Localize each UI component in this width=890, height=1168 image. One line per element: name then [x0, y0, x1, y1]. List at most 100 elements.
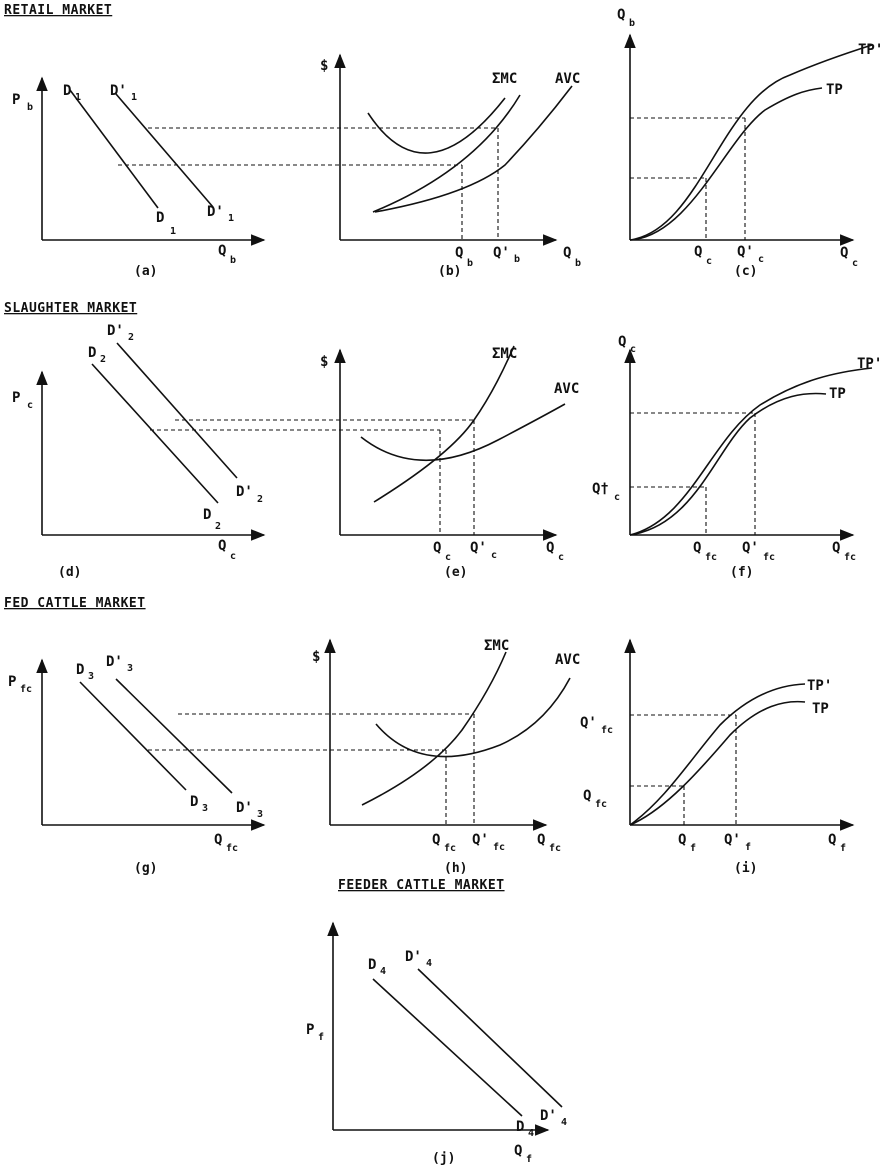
x-axis-label: Q [832, 540, 840, 556]
demand-prime-label-top: D' [405, 949, 422, 965]
panel-caption: (j) [432, 1151, 455, 1166]
q-label-initial: Q [678, 832, 686, 848]
demand-curve-d4 [372, 978, 523, 1117]
x-axis-label-sub: fc [549, 843, 561, 854]
q-fc-new-label: Q' [580, 715, 597, 731]
x-axis-label: Q [218, 243, 226, 259]
demand-label-top: D [76, 662, 84, 678]
x-axis-label: Q [828, 832, 836, 848]
demand-prime-label-bottom-sub: 3 [257, 809, 263, 820]
y-axis-label: $ [312, 649, 320, 665]
tp-prime-label: TP' [857, 356, 882, 372]
avc-curve [375, 677, 571, 758]
demand-prime-label-bottom: D' [540, 1108, 557, 1124]
panel-h: $ ΣMC AVC Q fc Q' fc Q fc (h) [312, 638, 580, 876]
avc-curve [367, 97, 506, 154]
marginal-cost-label: ΣMC [492, 346, 517, 362]
x-axis-label: Q [218, 538, 226, 554]
x-axis-label-sub: c [852, 258, 858, 269]
panel-f: Q c TP' TP Q† c Q fc Q' fc Q fc (f) [592, 334, 882, 580]
x-axis-label-sub: b [575, 258, 581, 269]
q-label-new: Q' [724, 832, 741, 848]
demand-prime-label-top-sub: 1 [131, 92, 137, 103]
avc-label: AVC [555, 71, 580, 87]
marginal-cost-curve [361, 651, 507, 806]
tp-label: TP [826, 82, 843, 98]
panel-b: $ ΣMC AVC Q b Q' b Q b (b) [320, 53, 581, 279]
demand-label-bottom-sub: 4 [528, 1128, 534, 1139]
x-axis-label: Q [840, 245, 848, 261]
q-label-new: Q' [472, 832, 489, 848]
demand-prime-label-bottom: D' [236, 800, 253, 816]
q-label-new-sub: c [758, 254, 764, 265]
q-label-new-sub: fc [763, 552, 775, 563]
panel-c: Q b TP' TP Q c Q' c Q c (c) [617, 7, 883, 279]
q-label-initial-sub: c [706, 256, 712, 267]
avc-label: AVC [554, 381, 579, 397]
panel-caption: (b) [438, 264, 461, 279]
demand-prime-label-top: D' [107, 323, 124, 339]
q-label-new-sub: f [745, 842, 751, 853]
demand-label-bottom: D [516, 1119, 524, 1135]
panel-d: P c D 2 D' 2 D 2 D' 2 Q c (d) [12, 323, 266, 580]
y-axis-label-sub: b [629, 18, 635, 29]
q-label-new: Q' [470, 540, 487, 556]
x-axis-label: Q [563, 245, 571, 261]
panel-g: P fc D 3 D' 3 D 3 D' 3 Q fc (g) [8, 654, 266, 876]
demand-prime-label-bottom-sub: 2 [257, 494, 263, 505]
demand-label-bottom: D [156, 210, 164, 226]
q-label-new: Q' [493, 245, 510, 261]
x-axis-label-sub: c [230, 551, 236, 562]
q-label-initial: Q [455, 245, 463, 261]
demand-prime-label-top: D' [110, 83, 127, 99]
q-dagger-label-sub: c [614, 492, 620, 503]
avc-label: AVC [555, 652, 580, 668]
panel-caption: (c) [734, 264, 757, 279]
tp-prime-curve [629, 44, 873, 241]
panel-j: P f D 4 D' 4 D 4 D' 4 Q f (j) [306, 921, 567, 1166]
demand-label-top-sub: 3 [88, 671, 94, 682]
section-title-slaughter: SLAUGHTER MARKET [4, 301, 137, 316]
q-label-initial: Q [693, 540, 701, 556]
section-title-fed-cattle: FED CATTLE MARKET [4, 596, 146, 611]
tp-curve [629, 392, 827, 536]
panel-i: TP' TP Q' fc Q fc Q f Q' f Q f (i) [580, 638, 855, 876]
q-dagger-label: Q† [592, 481, 609, 497]
marginal-cost-label: ΣMC [492, 71, 517, 87]
q-fc-initial-label: Q [583, 788, 591, 804]
panel-caption: (g) [134, 861, 157, 876]
y-axis-label-sub: c [27, 400, 33, 411]
y-axis-label: P [12, 92, 20, 108]
panel-e: $ ΣMC AVC Q c Q' c Q c (e) [320, 345, 579, 580]
demand-curve-d4-prime [417, 968, 563, 1108]
panel-caption: (a) [134, 264, 157, 279]
q-label-initial-sub: b [467, 258, 473, 269]
tp-curve [629, 700, 806, 826]
demand-curve-d1-prime [115, 93, 214, 208]
tp-prime-curve [629, 683, 806, 826]
x-axis-label-sub: c [558, 552, 564, 563]
demand-label-top: D [63, 83, 71, 99]
q-label-new: Q' [737, 244, 754, 260]
q-label-initial: Q [694, 244, 702, 260]
demand-curve-d2 [91, 363, 219, 504]
tp-prime-label: TP' [807, 678, 832, 694]
demand-label-bottom: D [203, 507, 211, 523]
avc-curve-extension [374, 85, 573, 213]
demand-curve-d3-prime [115, 678, 233, 794]
demand-label-bottom-sub: 3 [202, 803, 208, 814]
x-axis-label-sub: fc [844, 552, 856, 563]
y-axis-label: $ [320, 354, 328, 370]
y-axis-label: P [8, 674, 16, 690]
x-axis-label: Q [546, 540, 554, 556]
x-axis-label-sub: f [840, 843, 846, 854]
demand-label-top-sub: 4 [380, 966, 386, 977]
demand-prime-label-top-sub: 2 [128, 332, 134, 343]
y-axis-label: Q [618, 334, 626, 350]
demand-label-bottom-sub: 2 [215, 521, 221, 532]
x-axis-label-sub: fc [226, 843, 238, 854]
y-axis-label-sub: f [318, 1032, 324, 1043]
q-label-initial-sub: c [445, 552, 451, 563]
x-axis-label: Q [514, 1143, 522, 1159]
